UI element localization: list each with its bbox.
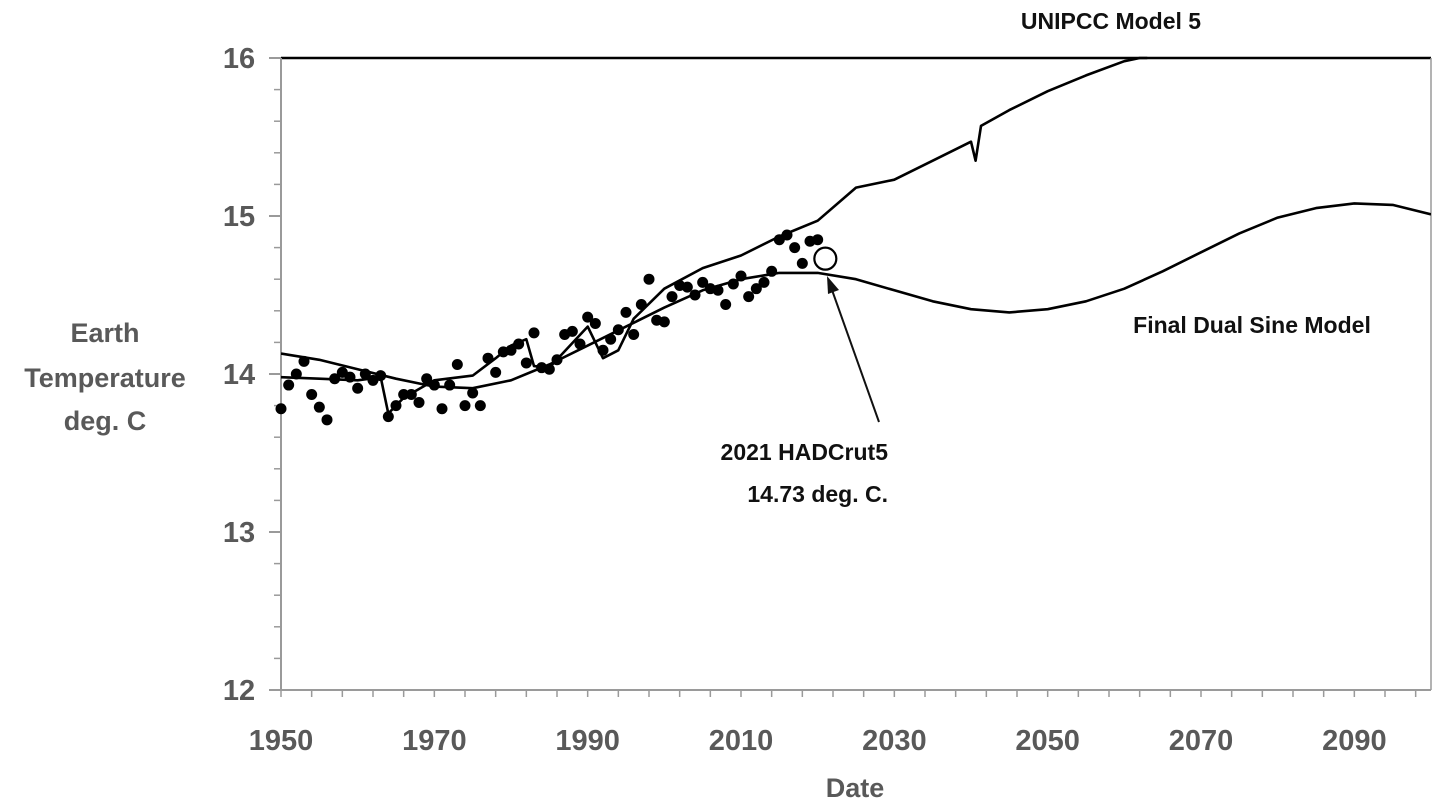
scatter-point xyxy=(812,234,823,245)
x-tick-label: 2090 xyxy=(1322,725,1387,757)
scatter-point xyxy=(483,353,494,364)
scatter-point xyxy=(782,229,793,240)
scatter-point xyxy=(383,411,394,422)
scatter-point xyxy=(590,318,601,329)
scatter-point xyxy=(644,274,655,285)
series-line-unipcc-model-5 xyxy=(281,58,1147,414)
series-line-final-dual-sine-model xyxy=(281,203,1431,388)
y-tick-label: 13 xyxy=(223,517,255,549)
scatter-point xyxy=(682,282,693,293)
scatter-point xyxy=(276,403,287,414)
point-annotation-line-2: 14.73 deg. C. xyxy=(747,481,888,507)
scatter-point xyxy=(659,316,670,327)
scatter-point xyxy=(636,299,647,310)
sine-series-label: Final Dual Sine Model xyxy=(1133,312,1371,338)
model5-series-label: UNIPCC Model 5 xyxy=(1021,8,1201,34)
scatter-point xyxy=(375,370,386,381)
scatter-point xyxy=(743,291,754,302)
scatter-point xyxy=(391,400,402,411)
scatter-point xyxy=(314,402,325,413)
scatter-point xyxy=(467,387,478,398)
point-annotation-line-1: 2021 HADCrut5 xyxy=(721,439,889,465)
scatter-point xyxy=(720,299,731,310)
x-tick-label: 1950 xyxy=(249,725,314,757)
scatter-point xyxy=(352,383,363,394)
scatter-point xyxy=(667,291,678,302)
scatter-point xyxy=(621,307,632,318)
x-tick-label: 1990 xyxy=(555,725,620,757)
scatter-point xyxy=(444,380,455,391)
scatter-point xyxy=(475,400,486,411)
annotation-arrowhead xyxy=(827,276,839,294)
y-axis-title-line-2: Temperature xyxy=(24,363,186,393)
annotation-arrow-shaft xyxy=(832,290,879,422)
highlight-point-2021 xyxy=(814,248,836,270)
scatter-point xyxy=(529,327,540,338)
y-tick-label: 12 xyxy=(223,675,255,707)
x-tick-label: 1970 xyxy=(402,725,467,757)
scatter-point xyxy=(521,357,532,368)
scatter-point xyxy=(766,266,777,277)
scatter-point xyxy=(437,403,448,414)
scatter-point xyxy=(460,400,471,411)
scatter-point xyxy=(513,338,524,349)
scatter-point xyxy=(544,364,555,375)
scatter-point xyxy=(690,290,701,301)
scatter-point xyxy=(322,414,333,425)
x-axis-title: Date xyxy=(826,773,885,803)
scatter-point xyxy=(613,324,624,335)
scatter-point xyxy=(789,242,800,253)
scatter-point xyxy=(567,326,578,337)
scatter-point xyxy=(575,338,586,349)
scatter-point xyxy=(713,285,724,296)
scatter-point xyxy=(797,258,808,269)
x-tick-label: 2070 xyxy=(1169,725,1234,757)
scatter-point xyxy=(728,278,739,289)
scatter-point xyxy=(605,334,616,345)
scatter-point xyxy=(299,356,310,367)
scatter-point xyxy=(306,389,317,400)
scatter-point xyxy=(628,329,639,340)
scatter-point xyxy=(598,345,609,356)
x-tick-label: 2030 xyxy=(862,725,927,757)
y-tick-label: 15 xyxy=(223,201,255,233)
scatter-point xyxy=(429,380,440,391)
scatter-point xyxy=(452,359,463,370)
x-tick-label: 2010 xyxy=(709,725,774,757)
x-tick-label: 2050 xyxy=(1015,725,1080,757)
scatter-point xyxy=(736,271,747,282)
marker-layer xyxy=(276,229,837,425)
scatter-point xyxy=(552,354,563,365)
scatter-point xyxy=(759,277,770,288)
scatter-point xyxy=(283,380,294,391)
y-axis-title-line-1: Earth xyxy=(70,318,139,348)
scatter-point xyxy=(414,397,425,408)
scatter-point xyxy=(345,372,356,383)
scatter-point xyxy=(291,369,302,380)
scatter-point xyxy=(490,367,501,378)
y-tick-label: 14 xyxy=(223,359,255,391)
y-axis-title-line-3: deg. C xyxy=(64,406,147,436)
y-tick-label: 16 xyxy=(223,43,255,75)
scatter-point xyxy=(406,389,417,400)
